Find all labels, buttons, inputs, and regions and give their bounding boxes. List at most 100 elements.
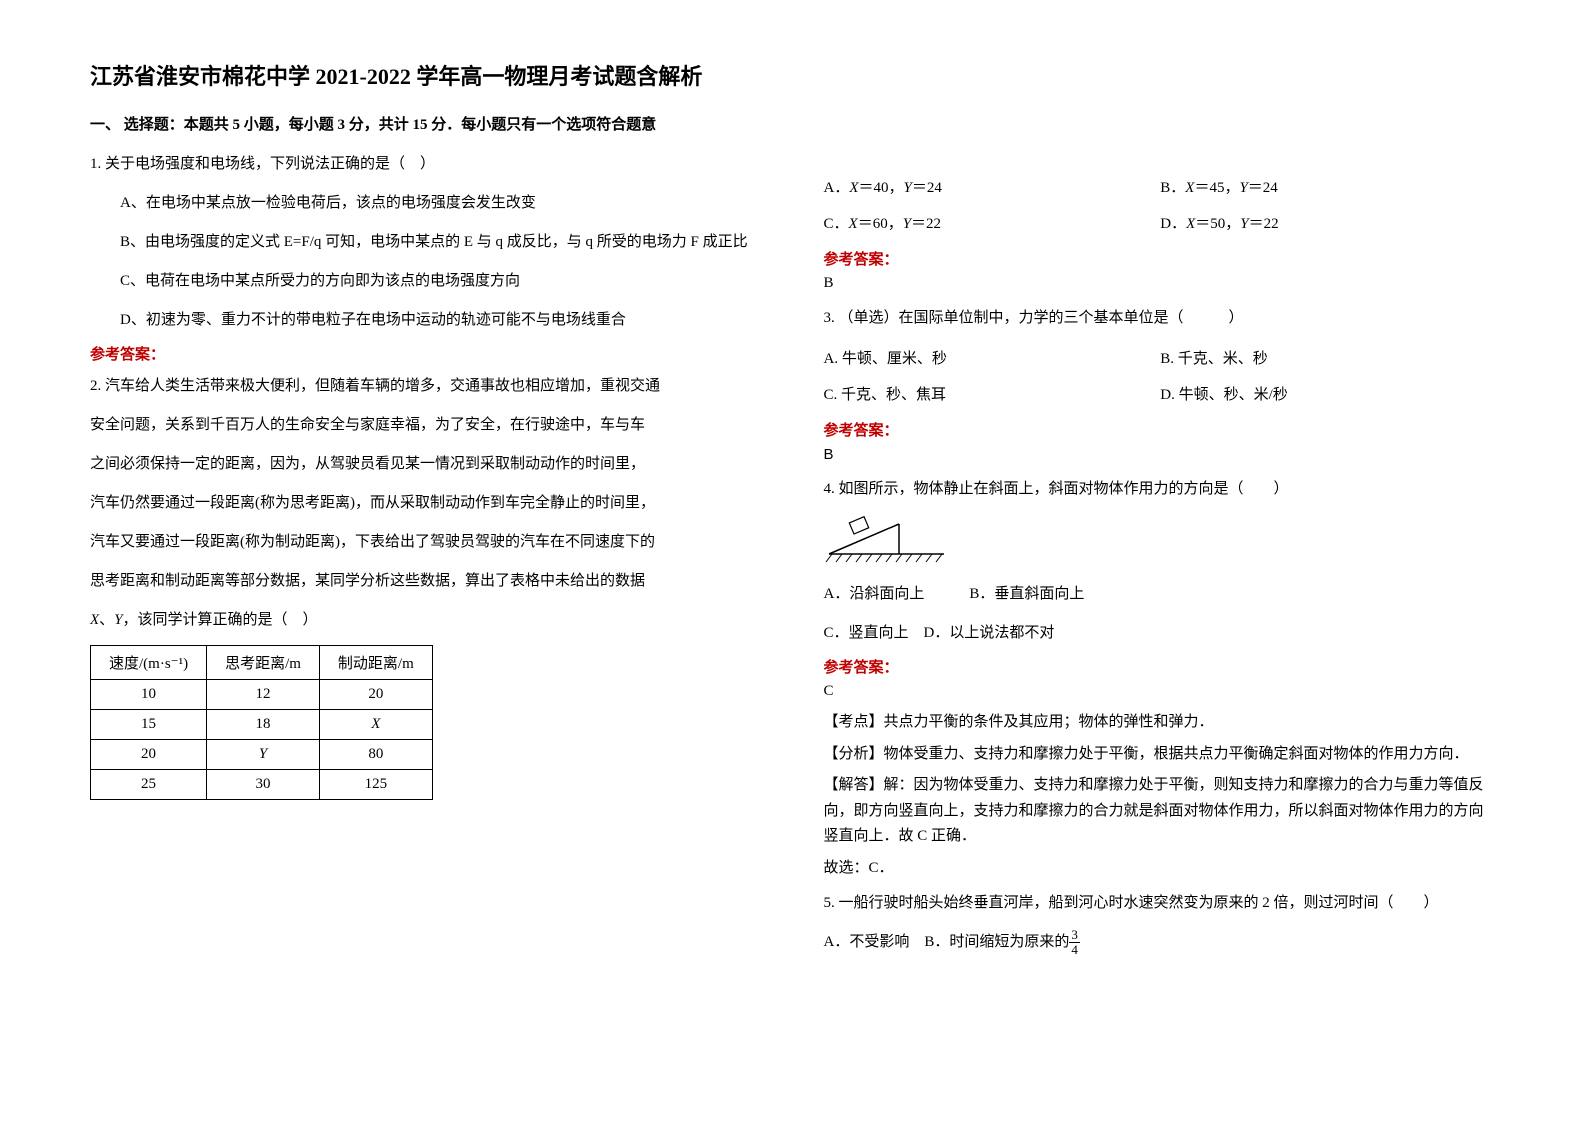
q4-analysis1: 【考点】共点力平衡的条件及其应用；物体的弹性和弹力． [824,710,1498,736]
x: X [849,180,858,196]
th-think: 思考距离/m [207,646,320,680]
optC-mid: ＝60， [858,216,903,232]
cell: 10 [91,680,207,710]
cell-y: Y [207,740,320,770]
q2-answer-label: 参考答案： [824,248,1498,269]
q4-diagram [824,514,1498,574]
q5-optB-pre: B．时间缩短为原来的 [924,934,1069,950]
q2-stem4: 汽车仍然要通过一段距离(称为思考距离)，而从采取制动动作到车完全静止的时间里， [90,487,764,520]
optB-pre: B． [1160,180,1185,196]
q4-optB: B．垂直斜面向上 [969,586,1084,602]
q2-stem3: 之间必须保持一定的距离，因为，从驾驶员看见某一情况到采取制动动作的时间里， [90,448,764,481]
table-row: 25 30 125 [91,770,433,800]
cell: 30 [207,770,320,800]
q3-optC: C. 千克、秒、焦耳 [824,377,1161,413]
q3-opts-row2: C. 千克、秒、焦耳 D. 牛顿、秒、米/秒 [824,377,1498,413]
cell: 12 [207,680,320,710]
q4-analysis2: 【分析】物体受重力、支持力和摩擦力处于平衡，根据共点力平衡确定斜面对物体的作用力… [824,742,1498,768]
q3-optB: B. 千克、米、秒 [1160,341,1497,377]
x: X [849,216,858,232]
optC-end: ＝22 [911,216,941,232]
y: Y [1240,216,1248,232]
optD-end: ＝22 [1249,216,1279,232]
optC-pre: C． [824,216,849,232]
optB-mid: ＝45， [1194,180,1239,196]
q2-optC: C．X＝60，Y＝22 [824,206,1161,242]
optB-end: ＝24 [1248,180,1278,196]
q2-opts-row2: C．X＝60，Y＝22 D．X＝50，Y＝22 [824,206,1498,242]
cell-x: X [319,710,432,740]
table-row: 10 12 20 [91,680,433,710]
table-head-row: 速度/(m·s⁻¹) 思考距离/m 制动距离/m [91,646,433,680]
cell: 80 [319,740,432,770]
q2-answer: B [824,275,1498,292]
q2-optB: B．X＝45，Y＝24 [1160,170,1497,206]
q1-optA: A、在电场中某点放一检验电荷后，该点的电场强度会发生改变 [90,187,764,220]
frac-den: 4 [1069,943,1080,957]
doc-title: 江苏省淮安市棉花中学 2021-2022 学年高一物理月考试题含解析 [90,60,764,93]
q5-stem: 5. 一船行驶时船头始终垂直河岸，船到河心时水速突然变为原来的 2 倍，则过河时… [824,887,1498,920]
q4-opts-cd: C．竖直向上 D．以上说法都不对 [824,617,1498,650]
incline-icon [824,514,954,569]
section-one-head: 一、 选择题：本题共 5 小题，每小题 3 分，共计 15 分．每小题只有一个选… [90,113,764,134]
q2-x: X [90,612,99,628]
optA-end: ＝24 [912,180,942,196]
x: X [1186,216,1195,232]
optD-pre: D． [1160,216,1186,232]
cell: 20 [319,680,432,710]
q1-optC: C、电荷在电场中某点所受力的方向即为该点的电场强度方向 [90,265,764,298]
q2-stem1: 2. 汽车给人类生活带来极大便利，但随着车辆的增多，交通事故也相应增加，重视交通 [90,370,764,403]
q1-optD: D、初速为零、重力不计的带电粒子在电场中运动的轨迹可能不与电场线重合 [90,304,764,337]
q4-stem: 4. 如图所示，物体静止在斜面上，斜面对物体作用力的方向是（ ） [824,473,1498,506]
optD-mid: ＝50， [1195,216,1240,232]
frac-num: 3 [1069,928,1080,943]
q3-answer: B [824,446,1498,463]
q3-answer-label: 参考答案： [824,419,1498,440]
q2-optD: D．X＝50，Y＝22 [1160,206,1497,242]
q2-suffix: ，该同学计算正确的是（ ） [123,612,318,628]
cell: 15 [91,710,207,740]
q1-optB: B、由电场强度的定义式 E=F/q 可知，电场中某点的 E 与 q 成反比，与 … [90,226,764,259]
q3-stem: 3. （单选）在国际单位制中，力学的三个基本单位是（ ） [824,302,1498,335]
q2-table: 速度/(m·s⁻¹) 思考距离/m 制动距离/m 10 12 20 15 18 … [90,645,433,800]
q2-stem7: X、Y，该同学计算正确的是（ ） [90,604,764,637]
q4-optA: A．沿斜面向上 [824,586,925,602]
optA-pre: A． [824,180,850,196]
q3-opts-row1: A. 牛顿、厘米、秒 B. 千克、米、秒 [824,341,1498,377]
table-row: 20 Y 80 [91,740,433,770]
q2-stem2: 安全问题，关系到千百万人的生命安全与家庭幸福，为了安全，在行驶途中，车与车 [90,409,764,442]
y: Y [1239,180,1247,196]
cell: 20 [91,740,207,770]
q3-optD: D. 牛顿、秒、米/秒 [1160,377,1497,413]
q4-answer: C [824,683,1498,700]
q1-answer-label: 参考答案： [90,343,764,364]
q1-optB-text: B、由电场强度的定义式 E=F/q 可知，电场中某点的 E 与 q 成反比，与 … [120,234,748,250]
q5-opts: A．不受影响 B．时间缩短为原来的34 [824,926,1498,959]
q4-opts-ab: A．沿斜面向上 B．垂直斜面向上 [824,578,1498,611]
q1-stem: 1. 关于电场强度和电场线，下列说法正确的是（ ） [90,148,764,181]
q2-opts-row1: A．X＝40，Y＝24 B．X＝45，Y＝24 [824,170,1498,206]
q2-stem5: 汽车又要通过一段距离(称为制动距离)，下表给出了驾驶员驾驶的汽车在不同速度下的 [90,526,764,559]
q5-frac: 34 [1069,928,1080,958]
q2-stem6: 思考距离和制动距离等部分数据，某同学分析这些数据，算出了表格中未给出的数据 [90,565,764,598]
q2-y: Y [114,612,122,628]
cell: 18 [207,710,320,740]
q5-optA: A．不受影响 [824,934,910,950]
q2-optA: A．X＝40，Y＝24 [824,170,1161,206]
cell: 25 [91,770,207,800]
y: Y [904,180,912,196]
cell: 125 [319,770,432,800]
table-row: 15 18 X [91,710,433,740]
left-column: 江苏省淮安市棉花中学 2021-2022 学年高一物理月考试题含解析 一、 选择… [90,60,764,965]
optA-mid: ＝40， [859,180,904,196]
th-speed: 速度/(m·s⁻¹) [91,646,207,680]
q4-optC: C．竖直向上 [824,625,909,641]
q4-analysis3: 【解答】解：因为物体受重力、支持力和摩擦力处于平衡，则知支持力和摩擦力的合力与重… [824,773,1498,850]
th-brake: 制动距离/m [319,646,432,680]
q2-mid: 、 [99,612,114,628]
q4-answer-label: 参考答案： [824,656,1498,677]
q3-optA: A. 牛顿、厘米、秒 [824,341,1161,377]
q4-analysis4: 故选：C． [824,856,1498,882]
q4-optD: D．以上说法都不对 [924,625,1055,641]
right-column: A．X＝40，Y＝24 B．X＝45，Y＝24 C．X＝60，Y＝22 D．X＝… [824,60,1498,965]
